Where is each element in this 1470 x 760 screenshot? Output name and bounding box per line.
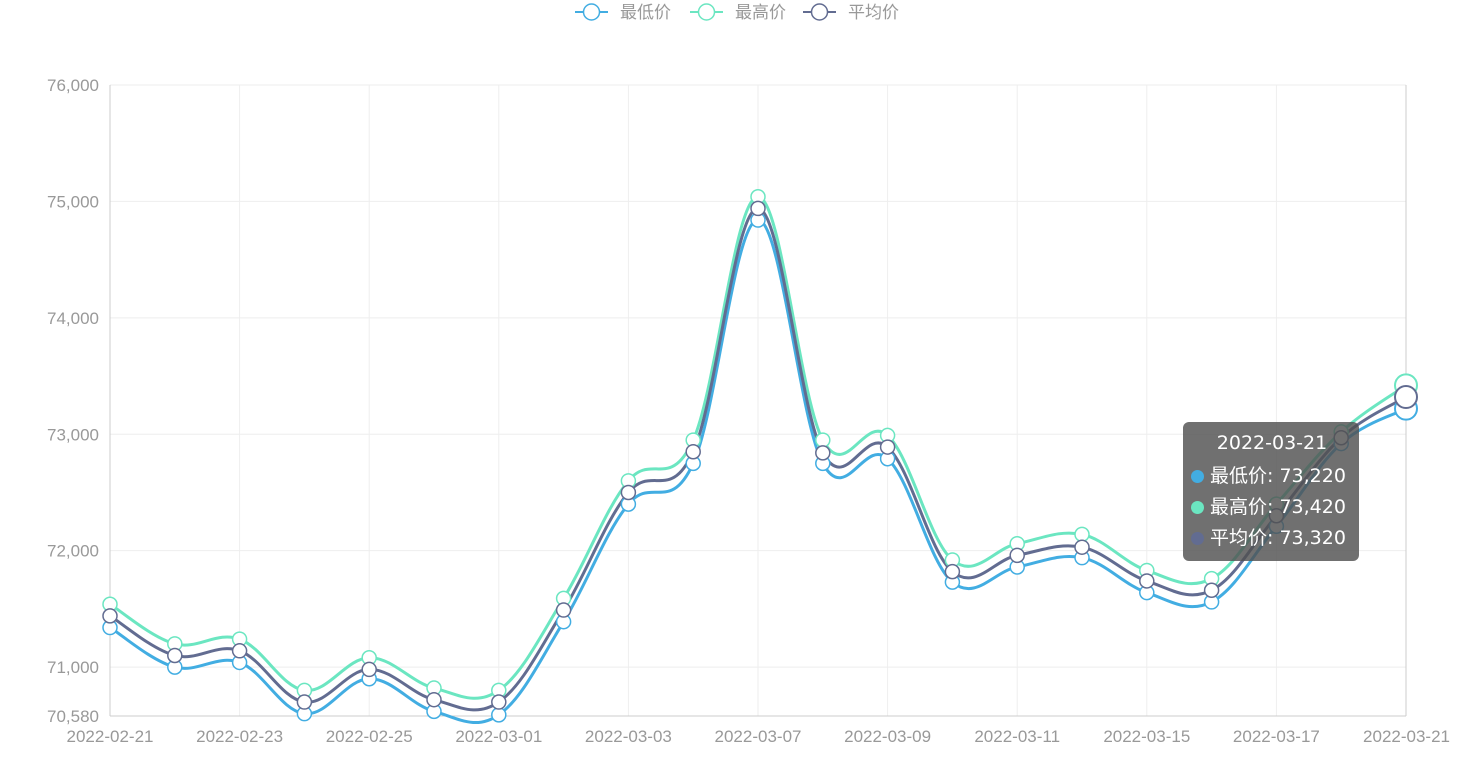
legend-item-low[interactable]: 最低价	[575, 3, 671, 23]
data-point-avg[interactable]	[620, 484, 637, 501]
y-tick-label: 75,000	[47, 192, 99, 211]
data-point-high[interactable]	[1074, 526, 1090, 543]
x-tick-label: 2022-03-09	[844, 727, 931, 746]
data-point-avg[interactable]	[296, 694, 313, 710]
x-tick-label: 2022-03-17	[1233, 727, 1320, 746]
tooltip: 2022-03-21 最低价: 73,220 最高价: 73,420 平均价: …	[1183, 422, 1359, 561]
data-point-avg[interactable]	[167, 647, 183, 664]
data-point-avg[interactable]	[750, 200, 766, 217]
x-tick-label: 2022-03-11	[974, 727, 1060, 746]
data-point-avg[interactable]	[555, 602, 572, 618]
data-point-avg[interactable]	[426, 691, 442, 708]
legend-marker-icon	[810, 3, 829, 21]
tooltip-row-high: 最高价: 73,420	[1191, 492, 1353, 523]
x-tick-label: 2022-03-15	[1103, 727, 1190, 746]
axes: 70,580 71,000 72,000 73,000 74,000 75,000 76,0…	[47, 76, 1450, 746]
y-tick-label: 74,000	[47, 309, 99, 328]
legend[interactable]: 最低价 最高价 平均价	[575, 3, 899, 23]
avg-dot-icon	[1191, 532, 1204, 545]
data-point-avg[interactable]	[1139, 573, 1155, 589]
x-tick-label: 2022-03-07	[715, 727, 802, 746]
series-layer	[102, 189, 1418, 725]
data-point-avg[interactable]	[879, 439, 896, 455]
legend-label: 最高价	[735, 3, 786, 23]
data-point-avg[interactable]	[815, 445, 831, 461]
x-tick-label: 2022-03-03	[585, 727, 672, 746]
x-tick-label: 2022-03-01	[455, 727, 542, 746]
tooltip-low-text: 最低价: 73,220	[1210, 465, 1346, 487]
data-point-avg[interactable]	[1074, 539, 1090, 555]
y-tick-label: 73,000	[47, 425, 99, 444]
legend-label: 平均价	[848, 3, 899, 23]
y-tick-label: 72,000	[47, 542, 99, 561]
data-point-avg[interactable]	[231, 643, 248, 659]
x-tick-label: 2022-02-25	[326, 727, 413, 746]
legend-marker-icon	[697, 3, 716, 21]
data-point-avg[interactable]	[1203, 582, 1220, 599]
data-point-avg[interactable]	[685, 443, 701, 460]
data-point-avg[interactable]	[1394, 385, 1418, 410]
tooltip-title: 2022-03-21	[1216, 432, 1328, 454]
tooltip-avg-text: 平均价: 73,320	[1210, 527, 1346, 549]
legend-marker-icon	[582, 3, 601, 21]
data-point-avg[interactable]	[361, 661, 377, 678]
data-point-high[interactable]	[815, 432, 831, 448]
y-tick-label: 71,000	[47, 658, 99, 677]
low-dot-icon	[1191, 470, 1204, 483]
y-tick-label: 70,580	[47, 707, 99, 726]
data-point-avg[interactable]	[944, 563, 961, 580]
legend-item-avg[interactable]: 平均价	[803, 3, 899, 23]
x-tick-label: 2022-02-23	[196, 727, 283, 746]
tooltip-row-avg: 平均价: 73,320	[1191, 523, 1353, 554]
data-point-avg[interactable]	[102, 608, 118, 624]
tooltip-high-text: 最高价: 73,420	[1210, 496, 1346, 518]
grid	[109, 84, 1407, 716]
legend-item-high[interactable]: 最高价	[690, 3, 786, 23]
y-tick-label: 76,000	[47, 76, 99, 95]
legend-label: 最低价	[620, 3, 671, 23]
x-tick-label: 2022-02-21	[67, 727, 154, 746]
tooltip-row-low: 最低价: 73,220	[1191, 461, 1353, 492]
high-dot-icon	[1191, 501, 1204, 514]
data-point-avg[interactable]	[1009, 547, 1025, 564]
data-point-avg[interactable]	[491, 694, 507, 710]
x-tick-label: 2022-03-21	[1363, 727, 1450, 746]
data-point-low[interactable]	[491, 707, 507, 723]
